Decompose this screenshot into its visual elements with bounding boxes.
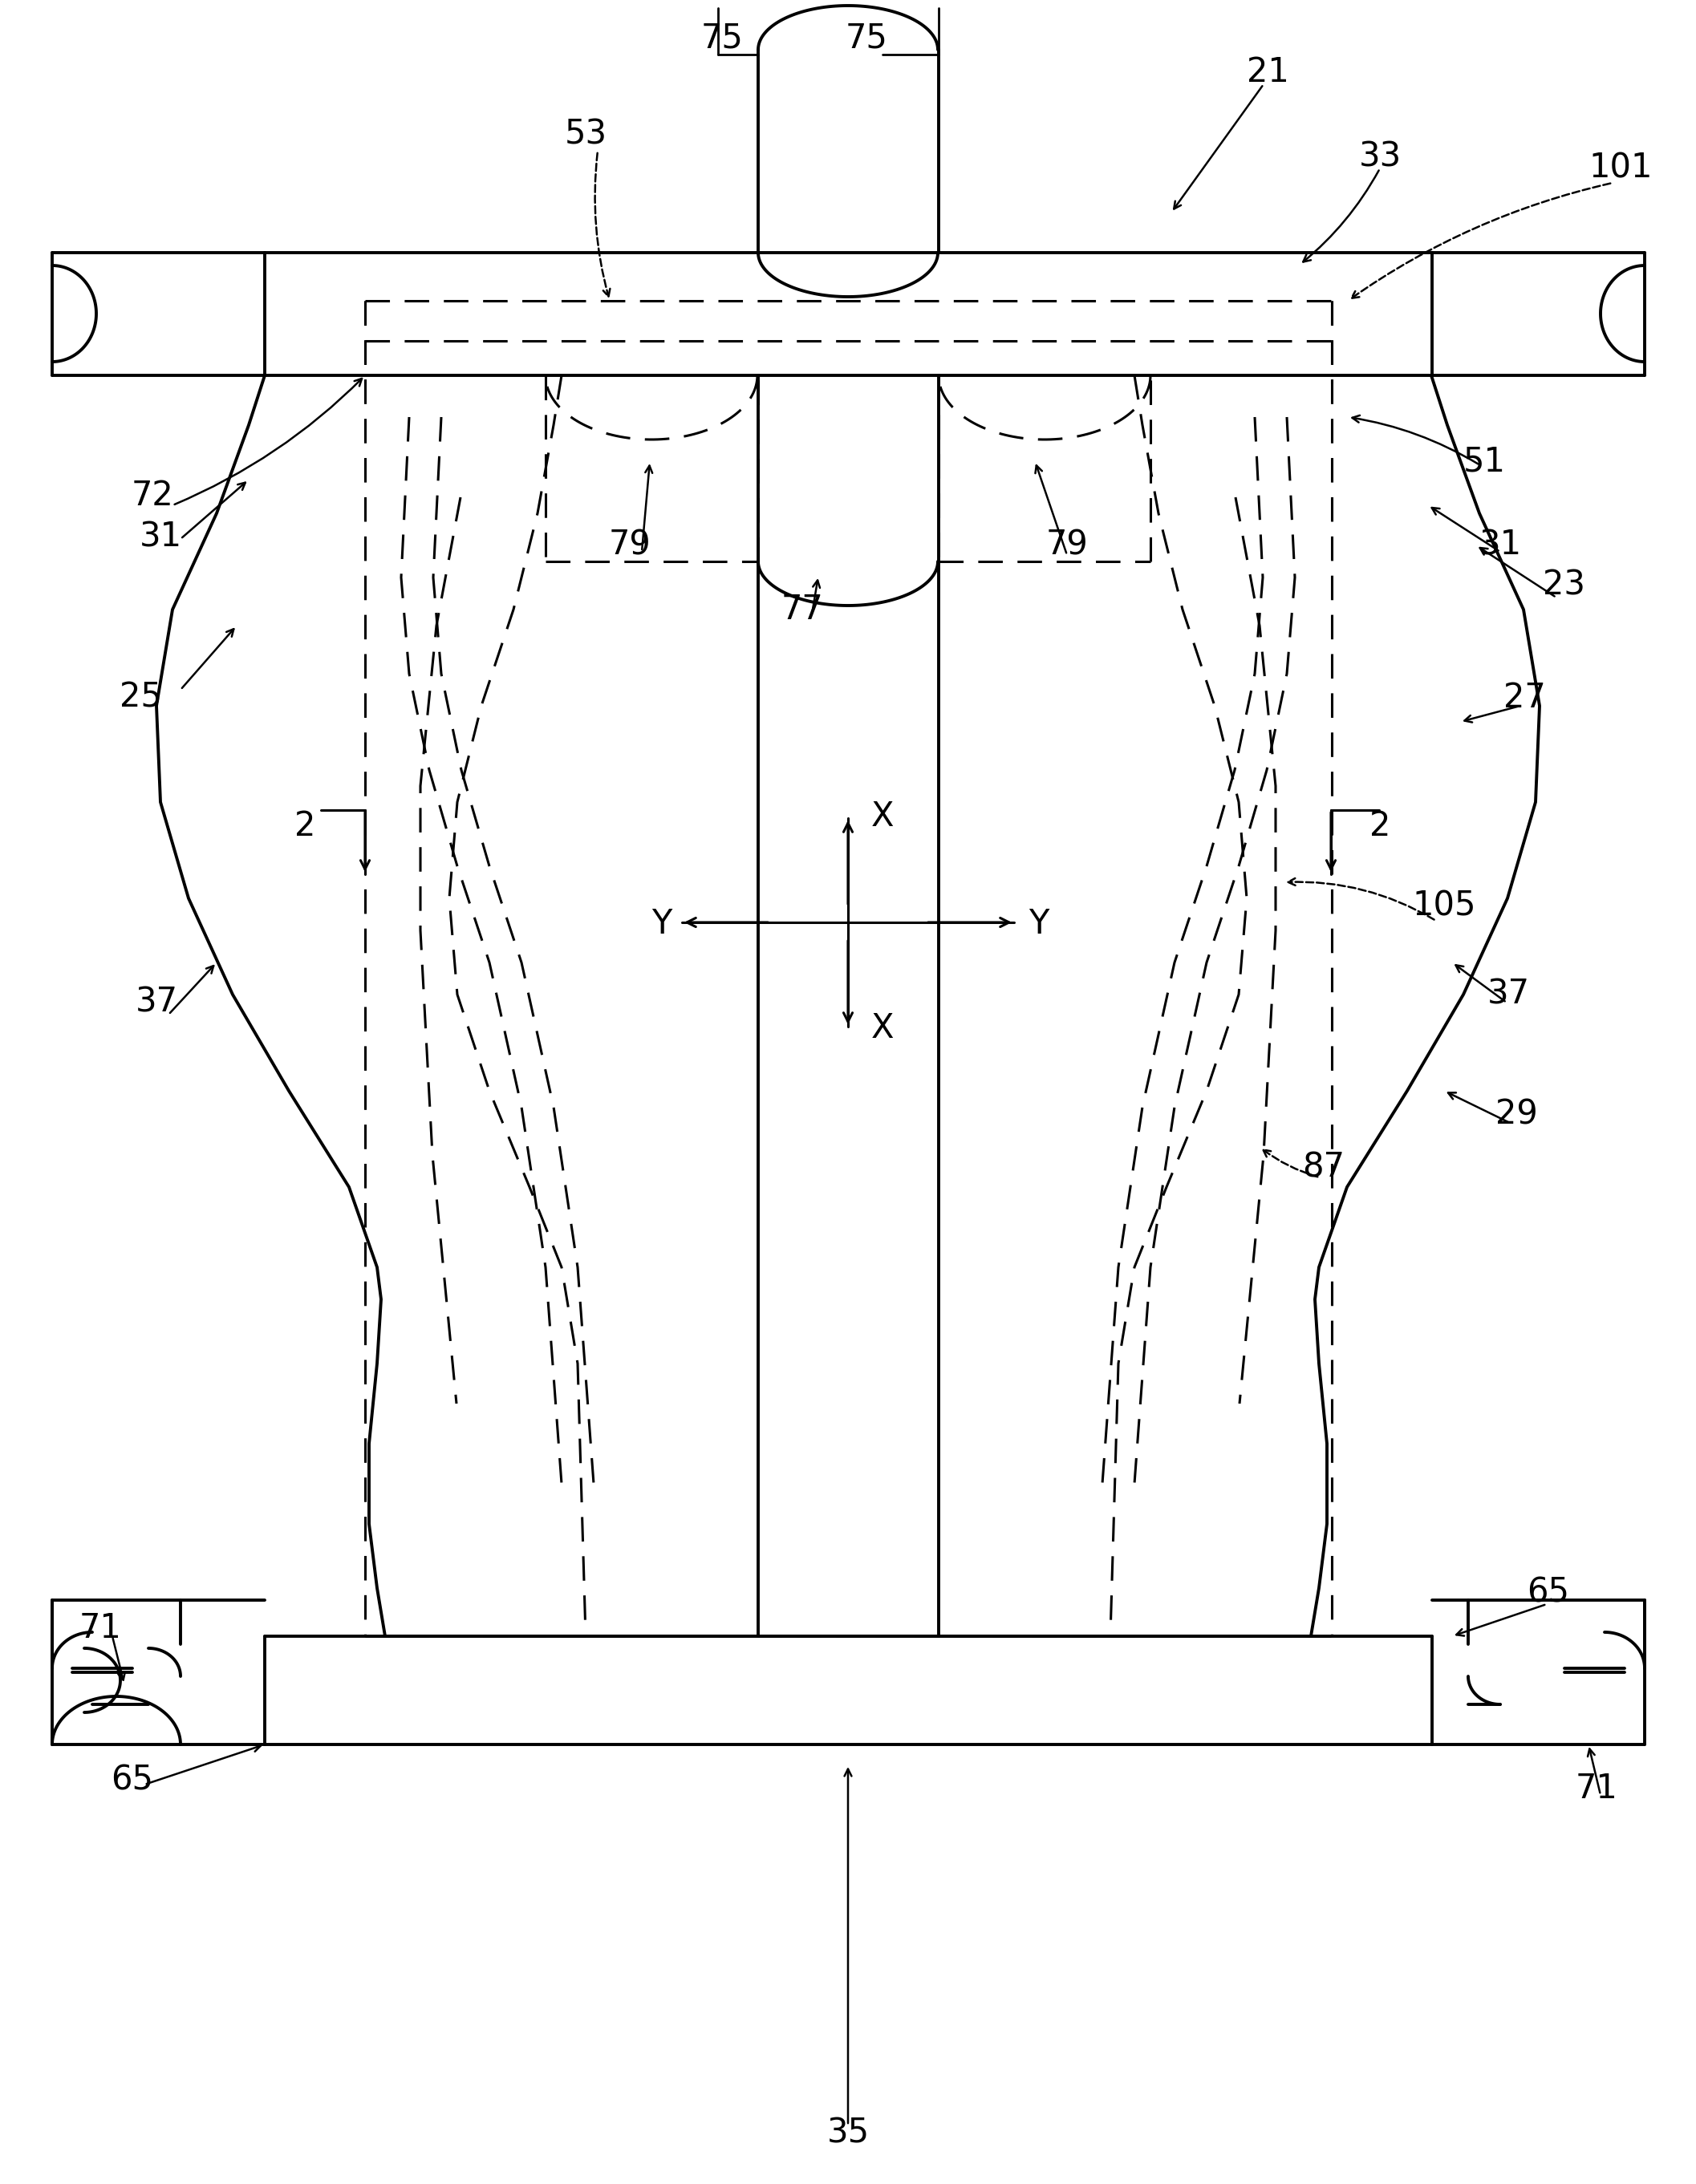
Text: 33: 33 [1358, 140, 1401, 173]
Text: 2: 2 [295, 810, 315, 843]
Text: 65: 65 [112, 1765, 154, 1797]
Text: 77: 77 [782, 592, 824, 627]
Text: Y: Y [1029, 906, 1050, 941]
Text: 31: 31 [1479, 529, 1521, 561]
Text: 79: 79 [609, 529, 651, 561]
Text: 65: 65 [1526, 1575, 1569, 1610]
Text: 75: 75 [845, 22, 887, 55]
Text: 37: 37 [1487, 978, 1530, 1011]
Text: 23: 23 [1543, 568, 1586, 603]
Text: 51: 51 [1464, 443, 1506, 478]
Text: 2: 2 [1369, 810, 1391, 843]
Text: 71: 71 [80, 1612, 122, 1645]
Text: 31: 31 [139, 520, 181, 555]
Text: 37: 37 [136, 985, 178, 1020]
Text: 35: 35 [826, 2116, 870, 2151]
Text: 71: 71 [1576, 1771, 1618, 1806]
Text: X: X [872, 799, 894, 834]
Text: X: X [872, 1011, 894, 1046]
Text: 75: 75 [700, 22, 743, 55]
Text: 79: 79 [1046, 529, 1089, 561]
Text: 21: 21 [1247, 55, 1289, 90]
Text: 27: 27 [1503, 681, 1545, 714]
Text: 101: 101 [1589, 151, 1652, 186]
Text: 105: 105 [1413, 889, 1476, 924]
Text: 87: 87 [1303, 1151, 1345, 1184]
Text: 25: 25 [119, 681, 161, 714]
Text: 29: 29 [1496, 1099, 1538, 1131]
Text: 53: 53 [565, 118, 607, 151]
Text: 72: 72 [131, 478, 173, 513]
Text: Y: Y [651, 906, 672, 941]
